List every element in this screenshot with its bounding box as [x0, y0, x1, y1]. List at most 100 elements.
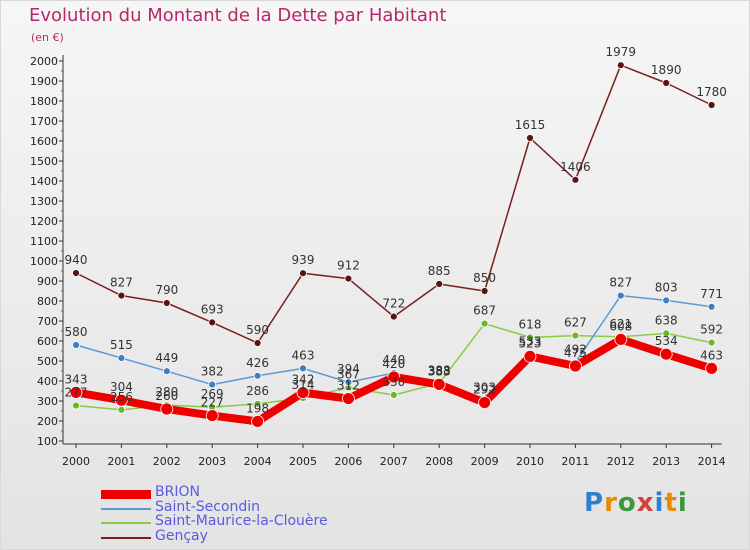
data-label: 475	[564, 346, 587, 360]
data-point	[614, 332, 628, 346]
data-point	[72, 341, 80, 349]
data-label: 790	[155, 283, 178, 297]
data-point	[569, 359, 582, 373]
data-label: 260	[155, 389, 178, 403]
data-label: 342	[292, 373, 315, 387]
proxiti-logo: Proxiti	[584, 488, 688, 518]
y-tick-label: 1600	[30, 135, 58, 148]
y-tick-label: 100	[37, 435, 58, 448]
legend-label: Saint-Maurice-la-Clouère	[155, 513, 328, 529]
data-label: 638	[655, 313, 678, 327]
data-label: 627	[564, 316, 587, 330]
data-label: 722	[382, 297, 405, 311]
data-label: 771	[700, 287, 723, 301]
data-label: 693	[201, 302, 224, 316]
data-label: 515	[110, 338, 133, 352]
data-label: 269	[201, 387, 224, 401]
data-point	[435, 280, 444, 288]
chart-title: Evolution du Montant de la Dette par Hab…	[29, 5, 447, 26]
legend-swatch	[101, 536, 151, 539]
y-tick-label: 1300	[30, 195, 58, 208]
data-label: 592	[700, 323, 723, 337]
data-point	[208, 318, 217, 327]
legend-label: Gençay	[155, 527, 208, 544]
data-label: 523	[519, 336, 542, 350]
data-label: 314	[292, 378, 315, 392]
data-label: 885	[428, 264, 451, 278]
data-label: 621	[609, 317, 632, 331]
data-point	[162, 299, 171, 307]
data-point	[344, 274, 353, 283]
data-point	[117, 354, 126, 362]
y-tick-label: 1700	[30, 115, 58, 128]
data-label: 1979	[606, 45, 637, 59]
data-label: 827	[609, 276, 632, 290]
y-tick-label: 1400	[30, 175, 58, 188]
data-point	[571, 331, 580, 340]
legend-swatch	[101, 522, 151, 524]
x-tick-label: 2009	[471, 455, 499, 468]
y-tick-label: 1200	[30, 215, 58, 228]
x-tick-label: 2011	[561, 455, 589, 468]
x-tick-label: 2001	[107, 455, 135, 468]
data-point	[117, 291, 126, 300]
data-point	[296, 386, 310, 400]
data-point	[253, 399, 262, 408]
data-point	[526, 333, 534, 342]
data-label: 420	[382, 357, 405, 371]
unit-label: (en €)	[31, 31, 64, 44]
data-label: 1406	[560, 160, 591, 174]
data-point	[662, 329, 671, 338]
data-point	[253, 339, 262, 347]
x-tick-label: 2013	[652, 455, 680, 468]
data-label: 912	[337, 259, 360, 273]
data-point	[69, 385, 83, 399]
data-label: 388	[428, 363, 451, 377]
data-point	[162, 367, 171, 376]
data-label: 343	[65, 372, 88, 386]
data-label: 382	[201, 365, 224, 379]
y-tick-label: 600	[37, 335, 58, 348]
data-point	[389, 391, 398, 399]
data-label: 1890	[651, 63, 682, 77]
y-tick-label: 300	[37, 395, 58, 408]
data-point	[432, 377, 446, 391]
data-point	[662, 79, 671, 87]
data-label: 330	[382, 375, 405, 389]
data-point	[205, 409, 219, 423]
data-label: 383	[428, 364, 451, 378]
data-point	[253, 371, 262, 380]
data-label: 463	[700, 348, 723, 362]
legend-swatch	[101, 489, 151, 499]
data-label: 256	[110, 390, 133, 404]
data-label: 827	[110, 276, 133, 290]
x-tick-label: 2014	[698, 455, 726, 468]
data-point	[523, 349, 537, 363]
x-tick-label: 2010	[516, 455, 544, 468]
data-point	[707, 338, 716, 347]
y-tick-label: 800	[37, 295, 58, 308]
data-point	[251, 414, 265, 428]
data-label: 608	[609, 319, 632, 333]
data-label: 449	[155, 351, 178, 365]
x-tick-label: 2012	[607, 455, 635, 468]
y-tick-label: 1000	[30, 255, 58, 268]
data-point	[72, 401, 80, 410]
x-tick-label: 2008	[425, 455, 453, 468]
legend-label: Saint-Secondin	[155, 498, 261, 515]
data-label: 580	[65, 325, 88, 339]
data-label: 394	[337, 362, 360, 376]
data-point	[117, 405, 126, 414]
data-label: 227	[201, 396, 224, 410]
data-label: 533	[519, 334, 542, 348]
data-label: 426	[246, 356, 269, 370]
data-label: 940	[65, 253, 88, 267]
x-tick-label: 2007	[380, 455, 408, 468]
data-point	[478, 396, 492, 410]
data-point	[526, 134, 534, 142]
data-label: 492	[564, 343, 587, 357]
data-label: 590	[246, 323, 269, 337]
data-point	[341, 392, 355, 406]
data-point	[616, 291, 625, 300]
